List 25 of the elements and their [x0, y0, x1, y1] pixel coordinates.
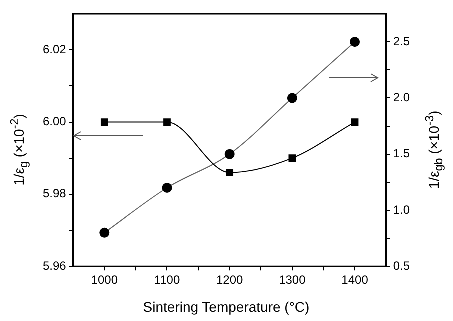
- point: [100, 228, 110, 238]
- x-tick-label: 1300: [279, 273, 306, 288]
- x-axis-title: Sintering Temperature (°C): [142, 299, 311, 315]
- y2-tick-label: 0.5: [393, 258, 410, 273]
- y2-tick-label: 2.0: [393, 90, 410, 105]
- y-tick-label: 5.96: [42, 258, 67, 273]
- point: [226, 169, 234, 176]
- x-tick-label: 1400: [342, 273, 369, 288]
- point: [288, 154, 296, 162]
- point: [351, 118, 359, 126]
- y-tick-label: 6.02: [42, 42, 67, 56]
- point: [224, 149, 235, 160]
- x-tick-label: 1200: [216, 273, 244, 288]
- x-tick-label: 1100: [154, 273, 180, 288]
- y-tick-label: 6.00: [42, 114, 67, 129]
- point: [287, 93, 298, 104]
- point: [164, 118, 171, 126]
- y2-tick-label: 2.5: [393, 34, 410, 48]
- y-tick-label: 5.98: [42, 186, 67, 201]
- x-tick-label: 1000: [91, 273, 118, 288]
- point: [350, 37, 360, 48]
- y2-tick-label: 1.0: [393, 202, 410, 217]
- point: [100, 118, 108, 126]
- y2-tick-label: 1.5: [393, 146, 410, 161]
- point: [162, 183, 172, 194]
